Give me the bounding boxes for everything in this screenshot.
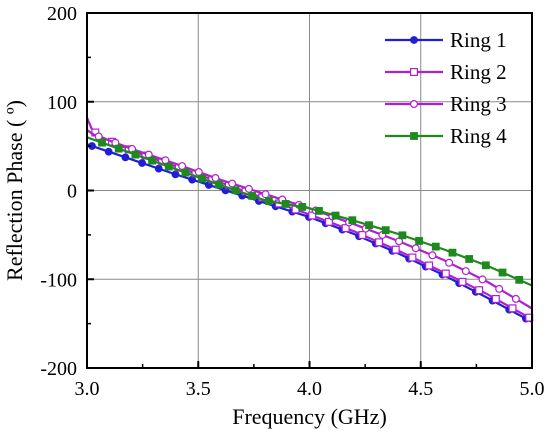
data-point bbox=[178, 162, 187, 171]
data-point bbox=[331, 211, 340, 220]
data-point bbox=[428, 251, 437, 260]
legend-label: Ring 1 bbox=[450, 28, 507, 52]
data-point bbox=[358, 230, 367, 239]
data-point bbox=[154, 164, 163, 173]
series-layer bbox=[85, 117, 534, 323]
data-point bbox=[298, 203, 307, 211]
data-point bbox=[121, 153, 130, 162]
x-tick-label: 3.5 bbox=[186, 378, 211, 400]
legend-item: Ring 1 bbox=[385, 28, 507, 52]
data-point bbox=[341, 224, 350, 233]
y-tick-label: 100 bbox=[47, 92, 77, 114]
data-point bbox=[315, 206, 323, 215]
y-axis-title: Reflection Phase ( º) bbox=[2, 100, 27, 281]
data-point bbox=[475, 286, 484, 295]
data-point bbox=[164, 162, 173, 171]
data-point bbox=[194, 168, 203, 177]
legend-item: Ring 2 bbox=[385, 60, 507, 84]
data-point bbox=[511, 294, 520, 303]
data-point bbox=[415, 237, 423, 245]
data-point bbox=[408, 253, 417, 262]
data-point bbox=[448, 248, 457, 257]
data-point bbox=[381, 226, 390, 235]
data-point bbox=[495, 284, 504, 293]
data-point bbox=[214, 180, 223, 189]
x-tick-label: 3.0 bbox=[75, 378, 100, 400]
data-point bbox=[491, 294, 500, 303]
legend-marker bbox=[410, 132, 418, 140]
data-point bbox=[458, 277, 467, 286]
data-point bbox=[498, 268, 507, 277]
data-point bbox=[375, 238, 384, 247]
data-point bbox=[228, 179, 237, 188]
data-point bbox=[148, 156, 156, 165]
y-tick-label: 0 bbox=[67, 181, 77, 203]
data-point bbox=[478, 275, 487, 284]
legend-label: Ring 2 bbox=[450, 60, 507, 84]
x-tick-label: 4.5 bbox=[408, 378, 433, 400]
data-point bbox=[181, 168, 190, 177]
data-point bbox=[264, 197, 273, 205]
x-tick-label: 5.0 bbox=[520, 378, 545, 400]
legend: Ring 1 Ring 2 Ring 3 Ring 4 bbox=[385, 28, 507, 148]
data-point bbox=[391, 245, 400, 254]
data-point bbox=[348, 216, 357, 225]
data-point bbox=[248, 192, 257, 200]
data-point bbox=[508, 304, 517, 313]
legend-label: Ring 3 bbox=[450, 92, 507, 116]
data-point bbox=[231, 186, 240, 195]
data-point bbox=[114, 144, 123, 153]
data-point bbox=[441, 269, 450, 278]
data-point bbox=[515, 275, 524, 284]
series-line bbox=[86, 136, 533, 287]
data-point bbox=[445, 258, 454, 267]
data-point bbox=[465, 255, 474, 263]
data-point bbox=[138, 159, 146, 167]
y-tick-label: -200 bbox=[40, 358, 77, 380]
data-point bbox=[131, 150, 140, 159]
x-axis-title: Frequency (GHz) bbox=[232, 404, 387, 429]
data-point bbox=[365, 221, 373, 230]
legend-label: Ring 4 bbox=[450, 124, 507, 148]
data-point bbox=[431, 242, 440, 251]
legend-marker bbox=[410, 99, 419, 108]
tick-layer: 3.0 3.5 4.0 4.5 5.0 200 100 0 -100 -200 bbox=[40, 3, 544, 400]
data-point bbox=[461, 267, 470, 276]
data-point bbox=[244, 184, 253, 193]
data-point bbox=[398, 231, 407, 240]
data-point bbox=[161, 156, 170, 165]
y-tick-label: 200 bbox=[47, 3, 77, 25]
data-point bbox=[281, 200, 290, 208]
legend-item: Ring 4 bbox=[385, 124, 507, 148]
data-point bbox=[198, 174, 207, 183]
series-ring-4 bbox=[86, 136, 533, 287]
data-point bbox=[261, 190, 270, 199]
legend-item: Ring 3 bbox=[385, 92, 507, 116]
legend-marker bbox=[410, 36, 418, 44]
data-point bbox=[104, 147, 113, 156]
y-tick-label: -100 bbox=[40, 269, 77, 291]
x-tick-label: 4.0 bbox=[297, 378, 322, 400]
data-point bbox=[211, 174, 220, 183]
data-point bbox=[425, 261, 434, 270]
data-point bbox=[171, 170, 180, 179]
legend-marker bbox=[410, 67, 419, 76]
data-point bbox=[411, 244, 420, 253]
data-point bbox=[481, 261, 490, 270]
data-point bbox=[98, 138, 106, 147]
